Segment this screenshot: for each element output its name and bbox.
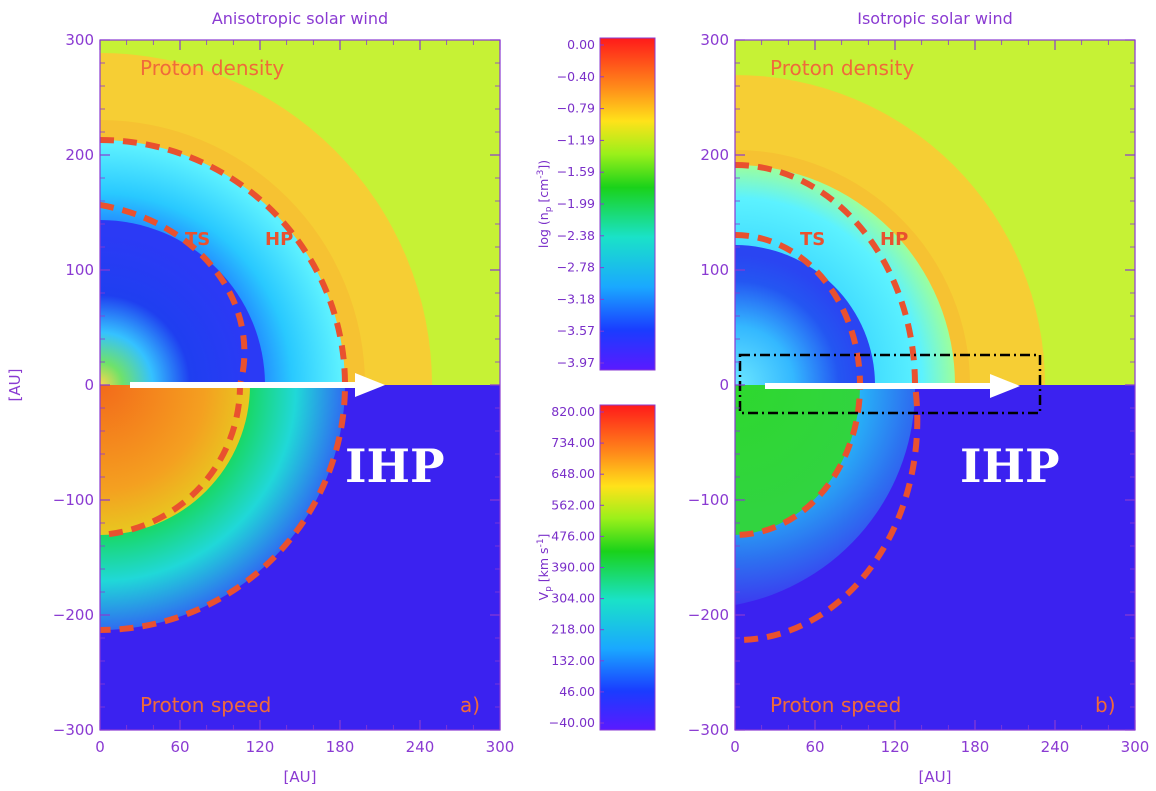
y-tick-label: 0 bbox=[719, 376, 729, 394]
hp-boundary-a bbox=[100, 137, 348, 633]
panel-a-xlabel: [AU] bbox=[284, 768, 317, 786]
colorbar-tick-label: −2.78 bbox=[557, 260, 595, 275]
x-tick-label: 180 bbox=[961, 738, 990, 756]
y-tick-label: −300 bbox=[688, 721, 729, 739]
hp-boundary-b bbox=[735, 162, 921, 644]
colorbar-tick-label: −0.79 bbox=[557, 101, 595, 116]
y-tick-label: −300 bbox=[53, 721, 94, 739]
y-tick-label: 0 bbox=[84, 376, 94, 394]
colorbar-tick-label: 0.00 bbox=[567, 37, 595, 52]
x-tick-label: 300 bbox=[1121, 738, 1150, 756]
colorbar-tick-label: 648.00 bbox=[551, 466, 595, 481]
panel-b-ihp-label: IHP bbox=[960, 439, 1060, 493]
colorbar-tick-label: −0.40 bbox=[557, 69, 595, 84]
colorbar-tick-label: 132.00 bbox=[551, 653, 595, 668]
panel-b-corner-label: b) bbox=[1095, 693, 1116, 717]
colorbar-tick-label: −3.57 bbox=[557, 323, 595, 338]
colorbar-tick-label: −3.97 bbox=[557, 355, 595, 370]
y-tick-label: −100 bbox=[688, 491, 729, 509]
panel-b-ticks bbox=[734, 39, 1136, 731]
colorbar-tick-label: −1.59 bbox=[557, 164, 595, 179]
panel-a-ts-label: TS bbox=[185, 229, 210, 250]
arrow-head-b bbox=[990, 374, 1020, 398]
panel-a-ylabel: [AU] bbox=[6, 369, 24, 402]
highlight-box bbox=[738, 353, 1042, 415]
x-tick-label: 300 bbox=[486, 738, 515, 756]
x-tick-label: 120 bbox=[881, 738, 910, 756]
colorbar-density-ticks: 0.00 −0.40 −0.79 −1.19 −1.59 −1.99 −2.38 −2.78 −… bbox=[557, 37, 604, 370]
speed-supersonic-b bbox=[735, 385, 860, 535]
colorbar-density-bar bbox=[599, 37, 656, 371]
y-tick-label: −200 bbox=[53, 606, 94, 624]
x-tick-label: 0 bbox=[730, 738, 740, 756]
colorbar-density-label: log (np [cm-3]) bbox=[536, 160, 554, 248]
colorbar-tick-label: 46.00 bbox=[559, 684, 595, 699]
arrow-head-a bbox=[355, 373, 385, 397]
panel-a-x-tick-labels: 0 60 120 180 240 300 bbox=[95, 738, 514, 756]
colorbar-tick-label: −40.00 bbox=[549, 715, 595, 730]
colorbar-tick-label: −1.19 bbox=[557, 132, 595, 147]
y-tick-label: 100 bbox=[65, 261, 94, 279]
panel-a-lower-label: Proton speed bbox=[140, 693, 271, 717]
colorbar-tick-label: −3.18 bbox=[557, 291, 595, 306]
panel-anisotropic: Anisotropic solar wind Proton density Pr… bbox=[6, 9, 514, 786]
colorbar-density: 0.00 −0.40 −0.79 −1.19 −1.59 −1.99 −2.38 −2.78 −… bbox=[536, 37, 656, 371]
x-tick-label: 120 bbox=[246, 738, 275, 756]
x-tick-label: 180 bbox=[326, 738, 355, 756]
y-tick-label: 100 bbox=[700, 261, 729, 279]
x-tick-label: 60 bbox=[805, 738, 824, 756]
panel-a-ihp-label: IHP bbox=[345, 439, 445, 493]
x-tick-label: 60 bbox=[170, 738, 189, 756]
panel-b-hp-label: HP bbox=[880, 229, 908, 250]
colorbar-tick-label: 562.00 bbox=[551, 497, 595, 512]
speed-supersonic bbox=[100, 385, 250, 535]
x-tick-label: 240 bbox=[1041, 738, 1070, 756]
panel-a-ticks bbox=[99, 39, 501, 731]
colorbar-speed-bar bbox=[599, 404, 656, 731]
y-tick-label: −200 bbox=[688, 606, 729, 624]
x-tick-label: 240 bbox=[406, 738, 435, 756]
panel-isotropic: Isotropic solar wind Proton density Prot… bbox=[688, 9, 1150, 786]
panel-b-x-tick-labels: 0 60 120 180 240 300 bbox=[730, 738, 1149, 756]
y-tick-label: −100 bbox=[53, 491, 94, 509]
colorbar-tick-label: 390.00 bbox=[551, 560, 595, 575]
colorbar-tick-label: 734.00 bbox=[551, 435, 595, 450]
y-tick-label: 200 bbox=[700, 146, 729, 164]
colorbar-tick-label: 304.00 bbox=[551, 591, 595, 606]
panel-b-lower-label: Proton speed bbox=[770, 693, 901, 717]
colorbar-speed-label: Vp [km s-1] bbox=[536, 534, 554, 601]
y-tick-label: 200 bbox=[65, 146, 94, 164]
colorbar-speed: 820.00 734.00 648.00 562.00 476.00 390.00 304.… bbox=[536, 404, 656, 731]
panel-b-upper-label: Proton density bbox=[770, 56, 914, 80]
colorbar-speed-ticks: 820.00 734.00 648.00 562.00 476.00 390.00 304.… bbox=[549, 404, 604, 730]
panel-b-xlabel: [AU] bbox=[919, 768, 952, 786]
panel-b-title: Isotropic solar wind bbox=[857, 9, 1012, 28]
panel-b-image bbox=[735, 40, 1135, 730]
colorbar-tick-label: 820.00 bbox=[551, 404, 595, 419]
colorbar-tick-label: −1.99 bbox=[557, 196, 595, 211]
panel-b-y-tick-labels: 300 200 100 0 −100 −200 −300 bbox=[688, 31, 729, 739]
x-tick-label: 0 bbox=[95, 738, 105, 756]
panel-a-hp-label: HP bbox=[265, 229, 293, 250]
colorbar-tick-label: −2.38 bbox=[557, 228, 595, 243]
colorbar-tick-label: 218.00 bbox=[551, 622, 595, 637]
y-tick-label: 300 bbox=[700, 31, 729, 49]
panel-a-upper-label: Proton density bbox=[140, 56, 284, 80]
panel-a-title: Anisotropic solar wind bbox=[212, 9, 388, 28]
panel-b-ts-label: TS bbox=[800, 229, 825, 250]
panel-a-y-tick-labels: 300 200 100 0 −100 −200 −300 bbox=[53, 31, 94, 739]
panel-a-corner-label: a) bbox=[460, 693, 480, 717]
y-tick-label: 300 bbox=[65, 31, 94, 49]
colorbar-tick-label: 476.00 bbox=[551, 528, 595, 543]
